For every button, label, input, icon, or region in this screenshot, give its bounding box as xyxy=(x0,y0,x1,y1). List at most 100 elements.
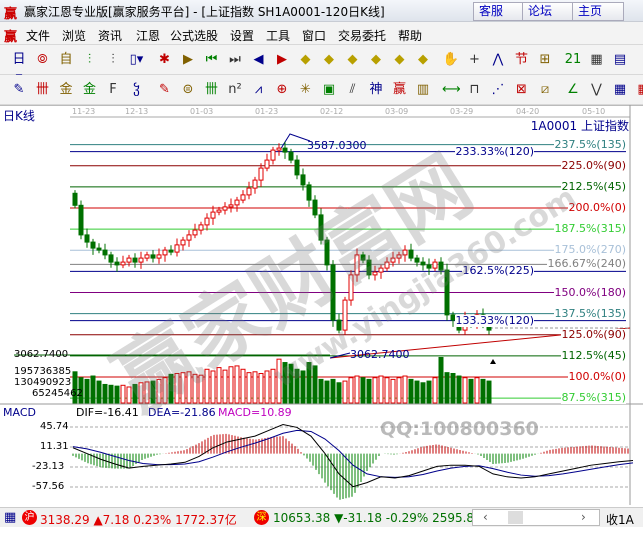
flag-icon[interactable]: ▶ xyxy=(183,52,193,67)
dea-value: DEA=-21.86 xyxy=(148,406,216,419)
volume-bar xyxy=(150,380,156,404)
menu-1[interactable]: 浏览 xyxy=(62,29,87,43)
candle-body xyxy=(240,194,246,201)
wave-icon[interactable]: ⦾ xyxy=(37,52,48,67)
candle-body xyxy=(360,254,366,261)
scroll-right-icon[interactable]: › xyxy=(581,510,586,524)
formula-icon[interactable]: ✱ xyxy=(159,52,170,67)
v-icon[interactable]: ⋁ xyxy=(591,82,602,97)
scroll-left-icon[interactable]: ‹ xyxy=(483,510,488,524)
candle-body xyxy=(84,234,90,243)
volume-bar xyxy=(426,380,432,404)
menu-0[interactable]: 文件 xyxy=(26,29,51,43)
gold1-icon[interactable]: 金 xyxy=(59,82,73,97)
hand-icon[interactable]: ✋ xyxy=(442,52,460,67)
spiral-icon[interactable]: ჴ xyxy=(133,82,140,97)
low-axis-label: 3062.7400 xyxy=(14,349,69,360)
chart-area[interactable] xyxy=(0,105,643,505)
next-icon[interactable]: ▶ xyxy=(277,52,287,67)
menu-3[interactable]: 江恩 xyxy=(136,29,161,43)
menu-8[interactable]: 交易委托 xyxy=(338,29,387,43)
gold2-icon[interactable]: 金 xyxy=(82,82,96,97)
last-icon[interactable]: ⏭ xyxy=(229,52,241,67)
period-label: 日K线 xyxy=(3,109,35,123)
star-icon[interactable]: ✳ xyxy=(300,82,311,97)
volume-bar xyxy=(348,377,354,404)
parallel-icon[interactable]: 卌 xyxy=(35,82,49,97)
prev-icon[interactable]: ◀ xyxy=(253,52,264,67)
volume-bar xyxy=(240,368,246,404)
candle-body xyxy=(342,299,348,331)
grid-icon[interactable]: 节 xyxy=(514,52,528,67)
gann-icon[interactable]: 神 xyxy=(369,82,383,97)
pen-icon[interactable]: ✎ xyxy=(13,82,25,97)
square-icon[interactable]: n² xyxy=(228,82,242,97)
gann2-icon[interactable]: 赢 xyxy=(392,82,406,97)
calc-icon[interactable]: ▦ xyxy=(4,510,17,525)
grid3-icon[interactable]: ▦ xyxy=(635,81,643,99)
rays-icon[interactable]: ⋰ xyxy=(491,82,505,97)
lines-icon[interactable]: ⫽ xyxy=(349,82,356,97)
macd-axis-label: -23.13 xyxy=(32,461,65,472)
vertical-icon[interactable]: ◆ xyxy=(418,52,428,67)
angle-icon[interactable]: ⩘ xyxy=(254,82,263,97)
first-icon[interactable]: ⏮ xyxy=(205,52,218,67)
calc-icon[interactable]: ⊞ xyxy=(539,52,551,67)
target-icon[interactable]: ⊕ xyxy=(276,82,288,97)
square2-icon[interactable]: ⊓ xyxy=(469,82,480,97)
candle-body xyxy=(204,217,210,226)
bar3-icon[interactable]: ⫶ xyxy=(87,52,92,67)
ruler-icon[interactable]: ▥ xyxy=(416,82,430,97)
status-scrollbar[interactable]: ‹ › xyxy=(472,509,600,526)
angle2-icon[interactable]: ∠ xyxy=(567,82,579,97)
zoom-out-icon[interactable]: ◆ xyxy=(394,52,405,67)
candle-body xyxy=(396,254,402,259)
menu-7[interactable]: 窗口 xyxy=(302,29,327,43)
volume-bar xyxy=(294,368,300,404)
grid2-icon[interactable]: ▦ xyxy=(613,82,627,97)
fan-icon[interactable]: F xyxy=(109,82,117,97)
calculator-icon[interactable]: ▦ xyxy=(590,52,603,67)
candle-body xyxy=(336,319,342,331)
candle-body xyxy=(150,254,156,259)
volume-bar xyxy=(210,370,216,404)
circle-icon[interactable]: ⊜ xyxy=(182,82,194,97)
pen2-icon[interactable]: ✎ xyxy=(159,82,170,97)
menu-5[interactable]: 设置 xyxy=(230,29,255,43)
width-icon[interactable]: ⟷ xyxy=(442,82,461,97)
expand-icon[interactable]: ◆ xyxy=(347,52,358,67)
service-button[interactable]: 客服 xyxy=(473,2,525,21)
scroll-thumb[interactable] xyxy=(508,511,523,524)
right-arrow-icon[interactable]: ◆ xyxy=(324,52,334,67)
box3-icon[interactable]: ⧄ xyxy=(540,82,550,97)
menu-2[interactable]: 资讯 xyxy=(98,29,123,43)
menu-4[interactable]: 公式选股 xyxy=(170,29,219,43)
volume-axis-label: 195736385 xyxy=(14,366,72,377)
forum-button[interactable]: 论坛 xyxy=(522,2,574,21)
zoom-in-icon[interactable]: ◆ xyxy=(371,52,381,67)
self-select-icon[interactable]: 自 xyxy=(59,52,73,67)
home-button[interactable]: 主页 xyxy=(572,2,624,21)
crosshair-icon[interactable]: + xyxy=(469,52,480,67)
menu-9[interactable]: 帮助 xyxy=(398,29,423,43)
candle-body xyxy=(120,261,126,266)
volume-axis-label: 65245462 xyxy=(32,388,83,399)
menu-6[interactable]: 工具 xyxy=(266,29,291,43)
candle-body xyxy=(198,224,204,231)
fib-label: 187.5%(315) xyxy=(554,222,626,236)
candle-body xyxy=(414,257,420,263)
macd-title: MACD xyxy=(3,406,36,419)
date-tick: 12-13 xyxy=(125,107,149,116)
notes-icon[interactable]: ▤ xyxy=(613,52,627,67)
line-icon[interactable]: ⋀ xyxy=(492,52,504,67)
bar9-icon[interactable]: ⫶ xyxy=(111,52,115,67)
box2-icon[interactable]: ⊠ xyxy=(516,82,527,97)
cycle-icon[interactable]: 卌 xyxy=(204,82,218,97)
volume-bar xyxy=(144,381,150,404)
candle-dropdown[interactable]: ▯▾ xyxy=(129,52,144,67)
box-icon[interactable]: ▣ xyxy=(322,82,336,97)
left-arrow-icon[interactable]: ◆ xyxy=(300,52,311,67)
volume-bar xyxy=(360,377,366,404)
candle-body xyxy=(450,314,456,321)
calendar-icon[interactable]: 21 xyxy=(564,52,582,67)
